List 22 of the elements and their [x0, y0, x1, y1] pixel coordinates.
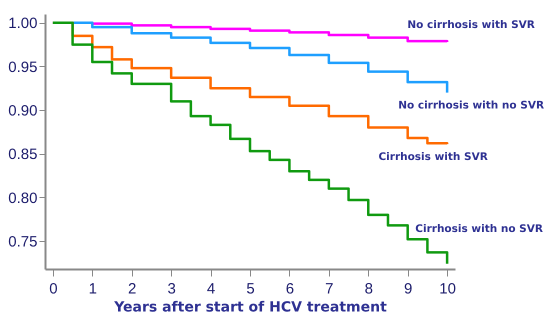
y-tick-label: 1.00: [8, 15, 38, 32]
x-tick-label: 6: [286, 280, 294, 298]
x-tick-label: 8: [364, 280, 373, 298]
x-tick-label: 10: [439, 280, 456, 298]
x-tick-label: 7: [325, 280, 334, 298]
x-tick-label: 0: [49, 280, 58, 298]
x-tick-label: 9: [404, 280, 412, 298]
x-axis-title: Years after start of HCV treatment: [113, 300, 388, 316]
x-tick-label: 2: [128, 280, 136, 298]
y-tick-label: 0.85: [8, 146, 38, 164]
x-tick-label: 4: [206, 280, 216, 298]
series-label: No cirrhosis with SVR: [407, 18, 535, 31]
x-tick-label: 5: [246, 280, 255, 298]
series-label: Cirrhosis with no SVR: [415, 222, 543, 235]
y-tick-label: 0.80: [8, 190, 38, 207]
y-tick-label: 0.75: [8, 234, 38, 251]
series-label: No cirrhosis with no SVR: [398, 100, 544, 112]
y-tick-label: 0.95: [8, 58, 38, 76]
y-tick-label: 0.90: [8, 102, 38, 120]
x-tick-label: 3: [167, 280, 176, 298]
series-label: Cirrhosis with SVR: [378, 151, 488, 164]
x-tick-label: 1: [88, 280, 97, 298]
